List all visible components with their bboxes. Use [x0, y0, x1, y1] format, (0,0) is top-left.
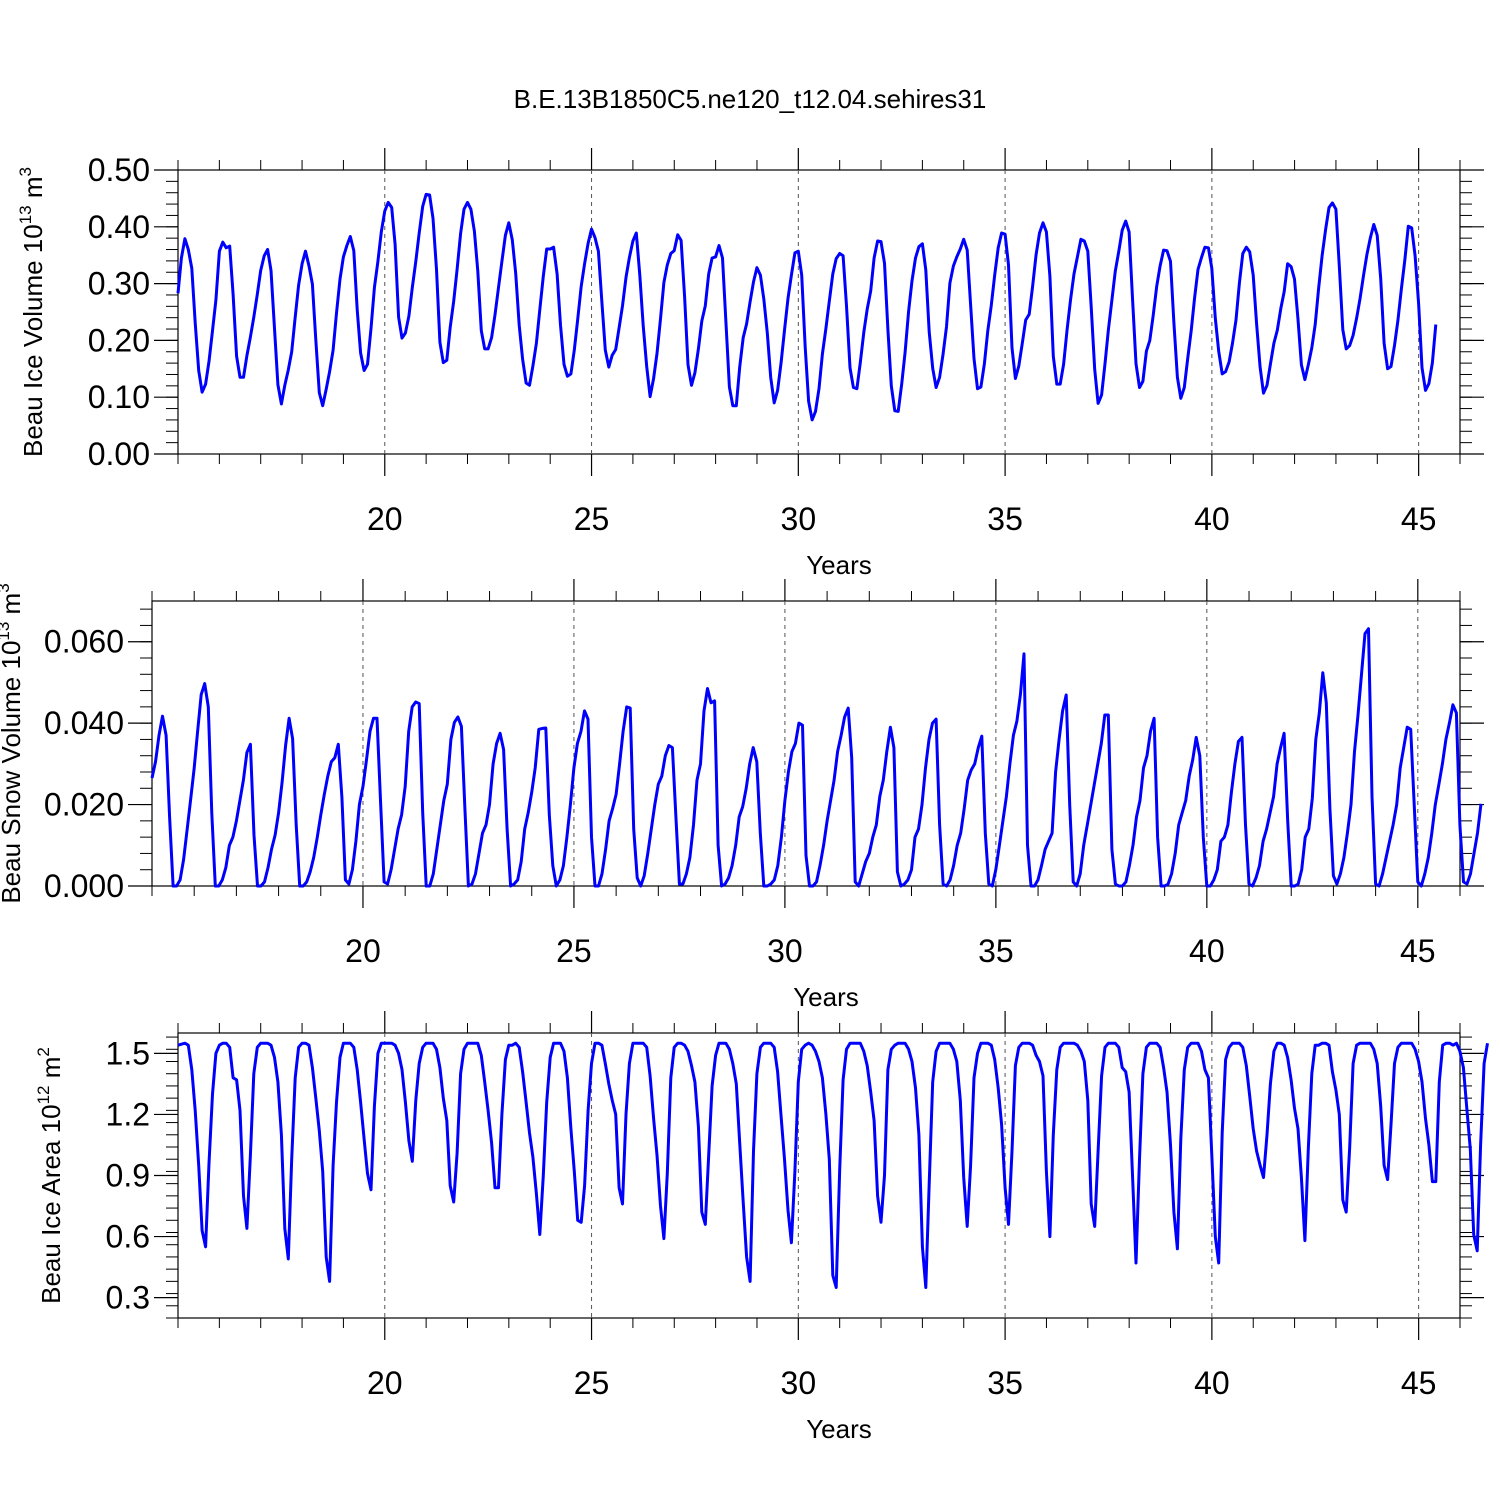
- x-tick-label: 35: [987, 1365, 1023, 1401]
- y-axis-label-unit-exponent: 3: [16, 167, 35, 176]
- y-tick-label: 0.000: [44, 868, 124, 904]
- plot-frame: [151, 600, 1461, 887]
- y-axis-label-unit: m: [18, 176, 48, 205]
- x-tick-label: 35: [987, 501, 1023, 537]
- y-tick-label: 0.00: [88, 436, 150, 472]
- y-axis-label-unit-exponent: 3: [0, 583, 13, 592]
- x-tick-label: 40: [1194, 501, 1230, 537]
- y-tick-label: 0.020: [44, 787, 124, 823]
- series-line-ice-area: [177, 1041, 1489, 1289]
- y-axis-label: Beau Snow Volume 1013 m3: [0, 583, 26, 903]
- y-tick-label: 0.10: [88, 379, 150, 415]
- plot-frame: [177, 169, 1461, 455]
- chart-title: B.E.13B1850C5.ne120_t12.04.sehires31: [514, 84, 987, 114]
- panel-ice-area: 20 25 30 35 40 45 0.3 0.6 0.9 1.2 1.5 Years Beau Ice…: [34, 1011, 1489, 1444]
- series-line-snow-volume: [150, 627, 1483, 888]
- y-tick-label: 0.30: [88, 266, 150, 302]
- y-axis-label: Beau Ice Volume 1013 m3: [16, 167, 48, 457]
- panel-ice-volume: 20 25 30 35 40 45 0.00 0.10 0.20 0.30 0.40 0.50 Year…: [16, 148, 1484, 580]
- x-axis-label: Years: [793, 982, 859, 1012]
- x-tick-label: 45: [1401, 501, 1437, 537]
- y-tick-label: 1.5: [106, 1035, 150, 1071]
- y-axis-label-unit: m: [0, 593, 26, 622]
- x-tick-label: 40: [1189, 933, 1225, 969]
- x-tick-label: 30: [767, 933, 803, 969]
- x-tick-label: 25: [574, 501, 610, 537]
- y-axis-label-exponent: 12: [34, 1085, 53, 1104]
- y-axis-label: Beau Ice Area 1012 m2: [34, 1047, 66, 1304]
- x-tick-label: 20: [367, 1365, 403, 1401]
- y-axis-label-main: Beau Ice Volume 10: [18, 224, 48, 457]
- y-tick-label: 1.2: [106, 1096, 150, 1132]
- y-axis-label-unit: m: [36, 1057, 66, 1086]
- x-tick-label: 40: [1194, 1365, 1230, 1401]
- y-tick-label: 0.9: [106, 1158, 150, 1194]
- x-tick-label: 45: [1401, 1365, 1437, 1401]
- x-tick-label: 45: [1400, 933, 1436, 969]
- x-tick-label: 30: [781, 1365, 817, 1401]
- y-axis-label-main: Beau Snow Volume 10: [0, 641, 26, 904]
- y-axis-label-exponent: 13: [16, 205, 35, 224]
- x-tick-label: 25: [556, 933, 592, 969]
- y-axis-label-exponent: 13: [0, 622, 13, 641]
- x-axis-label: Years: [806, 550, 872, 580]
- x-tick-label: 35: [978, 933, 1014, 969]
- y-tick-label: 0.6: [106, 1219, 150, 1255]
- x-tick-label: 20: [367, 501, 403, 537]
- x-tick-label: 25: [574, 1365, 610, 1401]
- y-axis-label-unit-exponent: 2: [34, 1047, 53, 1056]
- x-tick-label: 20: [345, 933, 381, 969]
- x-axis-label: Years: [806, 1414, 872, 1444]
- y-tick-label: 0.50: [88, 152, 150, 188]
- y-tick-label: 0.060: [44, 624, 124, 660]
- y-tick-label: 0.20: [88, 322, 150, 358]
- panels: 20 25 30 35 40 45 0.00 0.10 0.20 0.30 0.40 0.50 Year…: [0, 148, 1489, 1444]
- y-axis-label-main: Beau Ice Area 10: [36, 1104, 66, 1303]
- y-tick-label: 0.040: [44, 705, 124, 741]
- panel-snow-volume: 20 25 30 35 40 45 0.000 0.020 0.040 0.060 Years Bea…: [0, 579, 1484, 1012]
- x-tick-label: 30: [781, 501, 817, 537]
- y-tick-label: 0.3: [106, 1280, 150, 1316]
- series-line-ice-volume: [176, 192, 1438, 422]
- y-tick-label: 0.40: [88, 209, 150, 245]
